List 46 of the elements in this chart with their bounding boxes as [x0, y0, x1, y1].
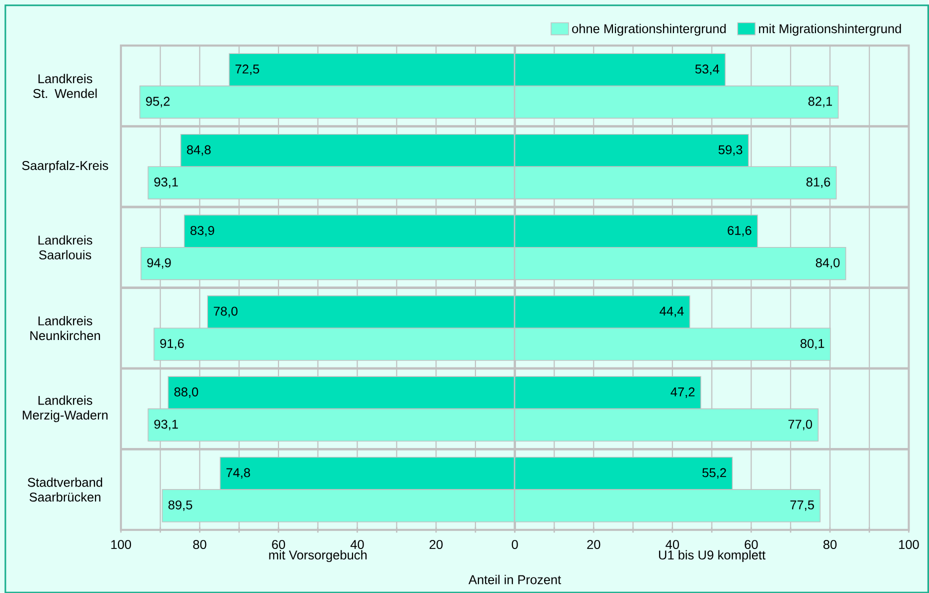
data-label: 55,2 — [702, 468, 726, 479]
y-tick-label: Saarpfalz-Kreis — [22, 160, 108, 172]
y-tick-label: Landkreis St. Wendel — [33, 74, 97, 98]
x-tick-label: 100 — [111, 540, 132, 549]
data-label: 77,5 — [790, 500, 814, 511]
data-label: 61,6 — [728, 226, 752, 236]
data-label: 81,6 — [806, 177, 830, 188]
legend-label: mit Migrationshintergrund — [759, 24, 901, 36]
x-axis-title: U1 bis U9 komplett — [659, 550, 766, 562]
x-tick-label: 60 — [272, 540, 286, 549]
data-label: 93,1 — [154, 177, 178, 188]
data-label: 78,0 — [214, 306, 238, 318]
x-tick-label: 100 — [899, 540, 919, 549]
data-label: 80,1 — [800, 338, 824, 350]
legend-label: ohne Migrationshintergrund — [572, 24, 726, 36]
x-tick-label: 80 — [193, 540, 206, 549]
data-label: 47,2 — [670, 387, 695, 398]
data-label: 94,9 — [147, 258, 171, 269]
y-tick-label: Stadtverband Saarbrücken — [28, 477, 102, 502]
data-label: 72,5 — [236, 64, 260, 75]
data-label: 91,6 — [160, 338, 184, 350]
data-label: 77,0 — [788, 420, 812, 430]
data-label: 59,3 — [718, 145, 742, 156]
data-label: 83,9 — [190, 226, 214, 236]
x-tick-label: 0 — [512, 540, 518, 549]
x-tick-label: 60 — [744, 540, 758, 549]
data-label: 93,1 — [154, 420, 178, 430]
data-label: 82,1 — [808, 96, 832, 108]
x-tick-label: 40 — [350, 540, 364, 549]
x-tick-label: 80 — [823, 540, 837, 549]
x-tick-label: 20 — [587, 540, 600, 549]
y-tick-label: Landkreis Neunkirchen — [30, 316, 100, 340]
data-label: 74,8 — [226, 468, 250, 479]
data-label: 89,5 — [168, 500, 192, 511]
text: Anteil in Prozent — [468, 574, 562, 584]
data-label: 44,4 — [660, 306, 684, 317]
data-label: 84,0 — [816, 258, 840, 269]
y-tick-label: Landkreis Merzig-Wadern — [22, 395, 108, 422]
data-label: 88,0 — [174, 387, 198, 398]
x-tick-label: 20 — [430, 540, 443, 549]
x-tick-label: 40 — [666, 540, 679, 549]
data-label: 53,4 — [695, 64, 720, 75]
x-axis-title: mit Vorsorgebuch — [269, 550, 367, 562]
y-tick-label: Landkreis Saarlouis — [38, 235, 92, 260]
data-label: 95,2 — [146, 96, 170, 108]
data-label: 84,8 — [186, 145, 211, 156]
